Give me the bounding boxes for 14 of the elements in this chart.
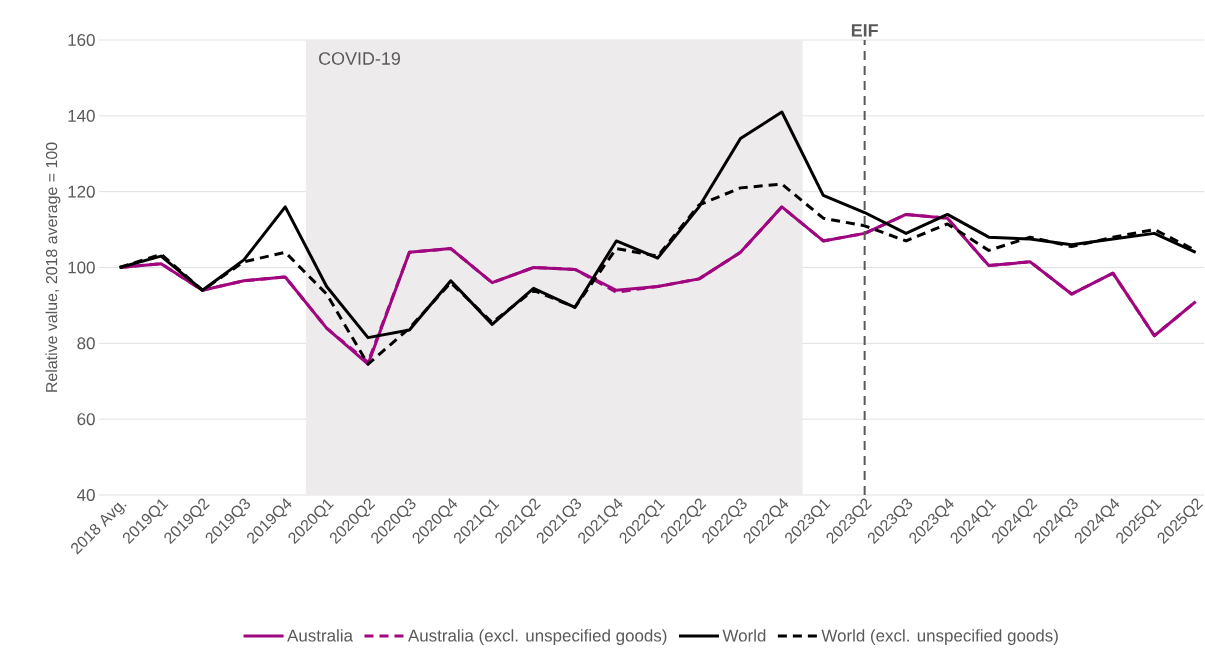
legend-label: Australia (287, 629, 353, 642)
y-tick-label: 40 (77, 489, 95, 501)
legend-label: World (722, 629, 766, 642)
y-tick-label: 160 (68, 34, 95, 46)
y-tick-label: 120 (68, 185, 95, 198)
y-axis-title: Relative value, 2018 average = 100 (45, 142, 61, 392)
y-tick-label: 100 (68, 261, 95, 274)
y-tick-label: 80 (77, 337, 95, 350)
legend-label: Australia (excl. unspecified goods) (408, 629, 667, 645)
y-tick-label: 60 (77, 413, 95, 426)
ref-line-label: EIF (851, 24, 878, 37)
legend-label: World (excl. unspecified goods) (821, 629, 1058, 645)
band-label: COVID-19 (319, 52, 400, 65)
y-tick-label: 140 (68, 109, 95, 122)
